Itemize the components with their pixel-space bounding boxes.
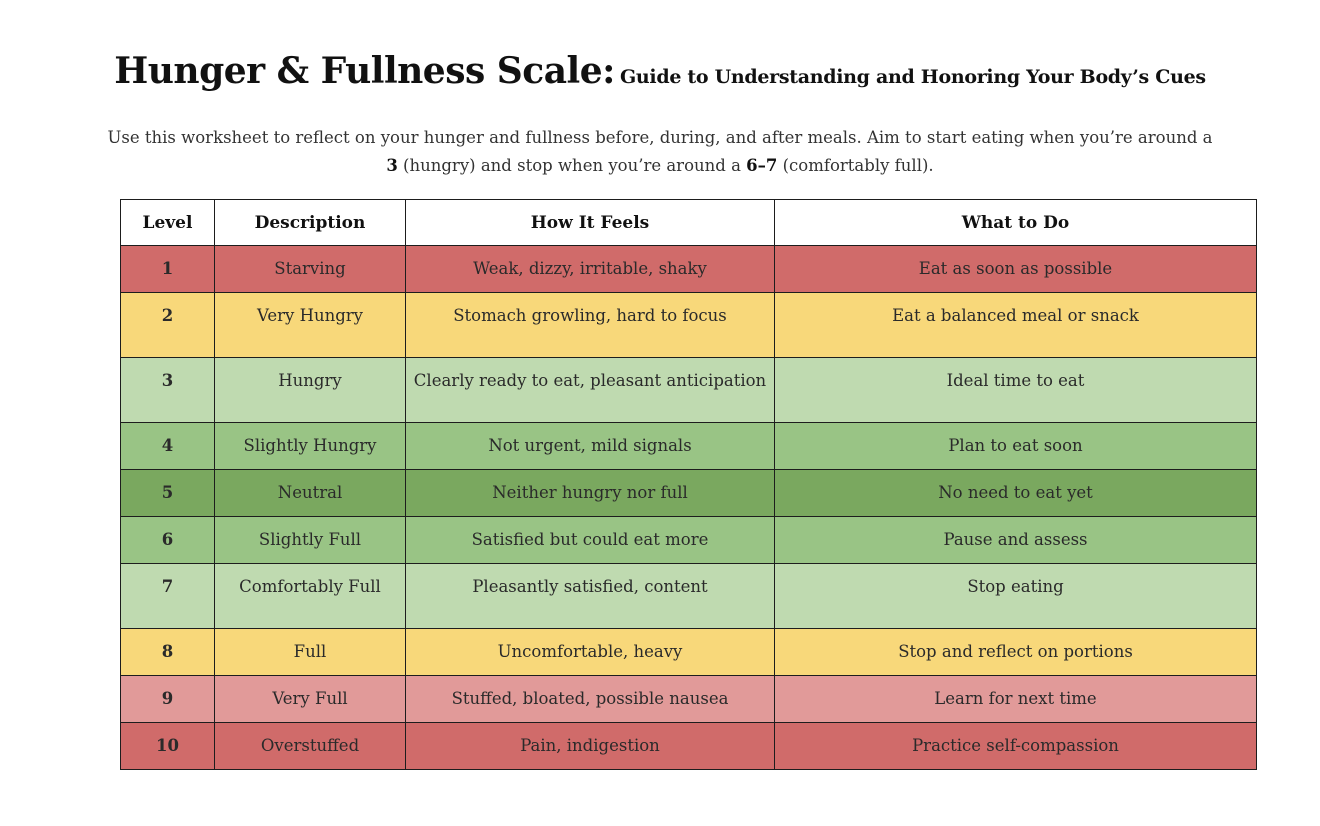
feels-cell: Uncomfortable, heavy	[405, 628, 775, 676]
table-row: 3 Hungry Clearly ready to eat, pleasant …	[120, 357, 1257, 423]
feels-cell: Pleasantly satisfied, content	[405, 563, 775, 629]
description-cell: Full	[214, 628, 406, 676]
level-cell: 1	[120, 245, 215, 293]
level-cell: 10	[120, 722, 215, 770]
table-header-row: Level Description How It Feels What to D…	[120, 199, 1257, 246]
level-cell: 6	[120, 516, 215, 564]
table-row: 4 Slightly Hungry Not urgent, mild signa…	[120, 422, 1257, 470]
todo-cell: Eat a balanced meal or snack	[774, 292, 1257, 358]
column-header-description: Description	[214, 199, 406, 246]
description-cell: Comfortably Full	[214, 563, 406, 629]
intro-paragraph: Use this worksheet to reflect on your hu…	[100, 124, 1220, 180]
feels-cell: Satisfied but could eat more	[405, 516, 775, 564]
todo-cell: No need to eat yet	[774, 469, 1257, 517]
feels-cell: Pain, indigestion	[405, 722, 775, 770]
todo-cell: Eat as soon as possible	[774, 245, 1257, 293]
todo-cell: Stop eating	[774, 563, 1257, 629]
level-cell: 4	[120, 422, 215, 470]
todo-cell: Pause and assess	[774, 516, 1257, 564]
feels-cell: Clearly ready to eat, pleasant anticipat…	[405, 357, 775, 423]
description-cell: Very Full	[214, 675, 406, 723]
level-cell: 7	[120, 563, 215, 629]
table-row: 10 Overstuffed Pain, indigestion Practic…	[120, 722, 1257, 770]
level-cell: 9	[120, 675, 215, 723]
intro-stop-text: (comfortably full).	[777, 156, 934, 175]
todo-cell: Learn for next time	[774, 675, 1257, 723]
column-header-what-to-do: What to Do	[774, 199, 1257, 246]
level-cell: 2	[120, 292, 215, 358]
feels-cell: Not urgent, mild signals	[405, 422, 775, 470]
description-cell: Slightly Hungry	[214, 422, 406, 470]
level-cell: 5	[120, 469, 215, 517]
intro-stop-value: 6–7	[746, 156, 778, 175]
level-cell: 8	[120, 628, 215, 676]
hunger-scale-table: Level Description How It Feels What to D…	[120, 199, 1257, 770]
feels-cell: Stomach growling, hard to focus	[405, 292, 775, 358]
table-row: 9 Very Full Stuffed, bloated, possible n…	[120, 675, 1257, 723]
description-cell: Very Hungry	[214, 292, 406, 358]
page-title: Hunger & Fullness Scale: Guide to Unders…	[0, 50, 1320, 92]
description-cell: Slightly Full	[214, 516, 406, 564]
table-row: 1 Starving Weak, dizzy, irritable, shaky…	[120, 245, 1257, 293]
todo-cell: Stop and reflect on portions	[774, 628, 1257, 676]
description-cell: Overstuffed	[214, 722, 406, 770]
intro-start-text: (hungry) and stop when you’re around a	[397, 156, 747, 175]
title-main: Hunger & Fullness Scale:	[114, 50, 615, 92]
todo-cell: Plan to eat soon	[774, 422, 1257, 470]
todo-cell: Ideal time to eat	[774, 357, 1257, 423]
title-subtitle: Guide to Understanding and Honoring Your…	[619, 66, 1206, 88]
feels-cell: Stuffed, bloated, possible nausea	[405, 675, 775, 723]
intro-line: Use this worksheet to reflect on your hu…	[107, 128, 1213, 147]
description-cell: Hungry	[214, 357, 406, 423]
feels-cell: Neither hungry nor full	[405, 469, 775, 517]
table-row: 6 Slightly Full Satisfied but could eat …	[120, 516, 1257, 564]
todo-cell: Practice self-compassion	[774, 722, 1257, 770]
column-header-level: Level	[120, 199, 215, 246]
intro-start-value: 3	[386, 156, 398, 175]
description-cell: Neutral	[214, 469, 406, 517]
description-cell: Starving	[214, 245, 406, 293]
table-row: 2 Very Hungry Stomach growling, hard to …	[120, 292, 1257, 358]
table-row: 5 Neutral Neither hungry nor full No nee…	[120, 469, 1257, 517]
level-cell: 3	[120, 357, 215, 423]
column-header-how-it-feels: How It Feels	[405, 199, 775, 246]
table-row: 7 Comfortably Full Pleasantly satisfied,…	[120, 563, 1257, 629]
table-row: 8 Full Uncomfortable, heavy Stop and ref…	[120, 628, 1257, 676]
feels-cell: Weak, dizzy, irritable, shaky	[405, 245, 775, 293]
